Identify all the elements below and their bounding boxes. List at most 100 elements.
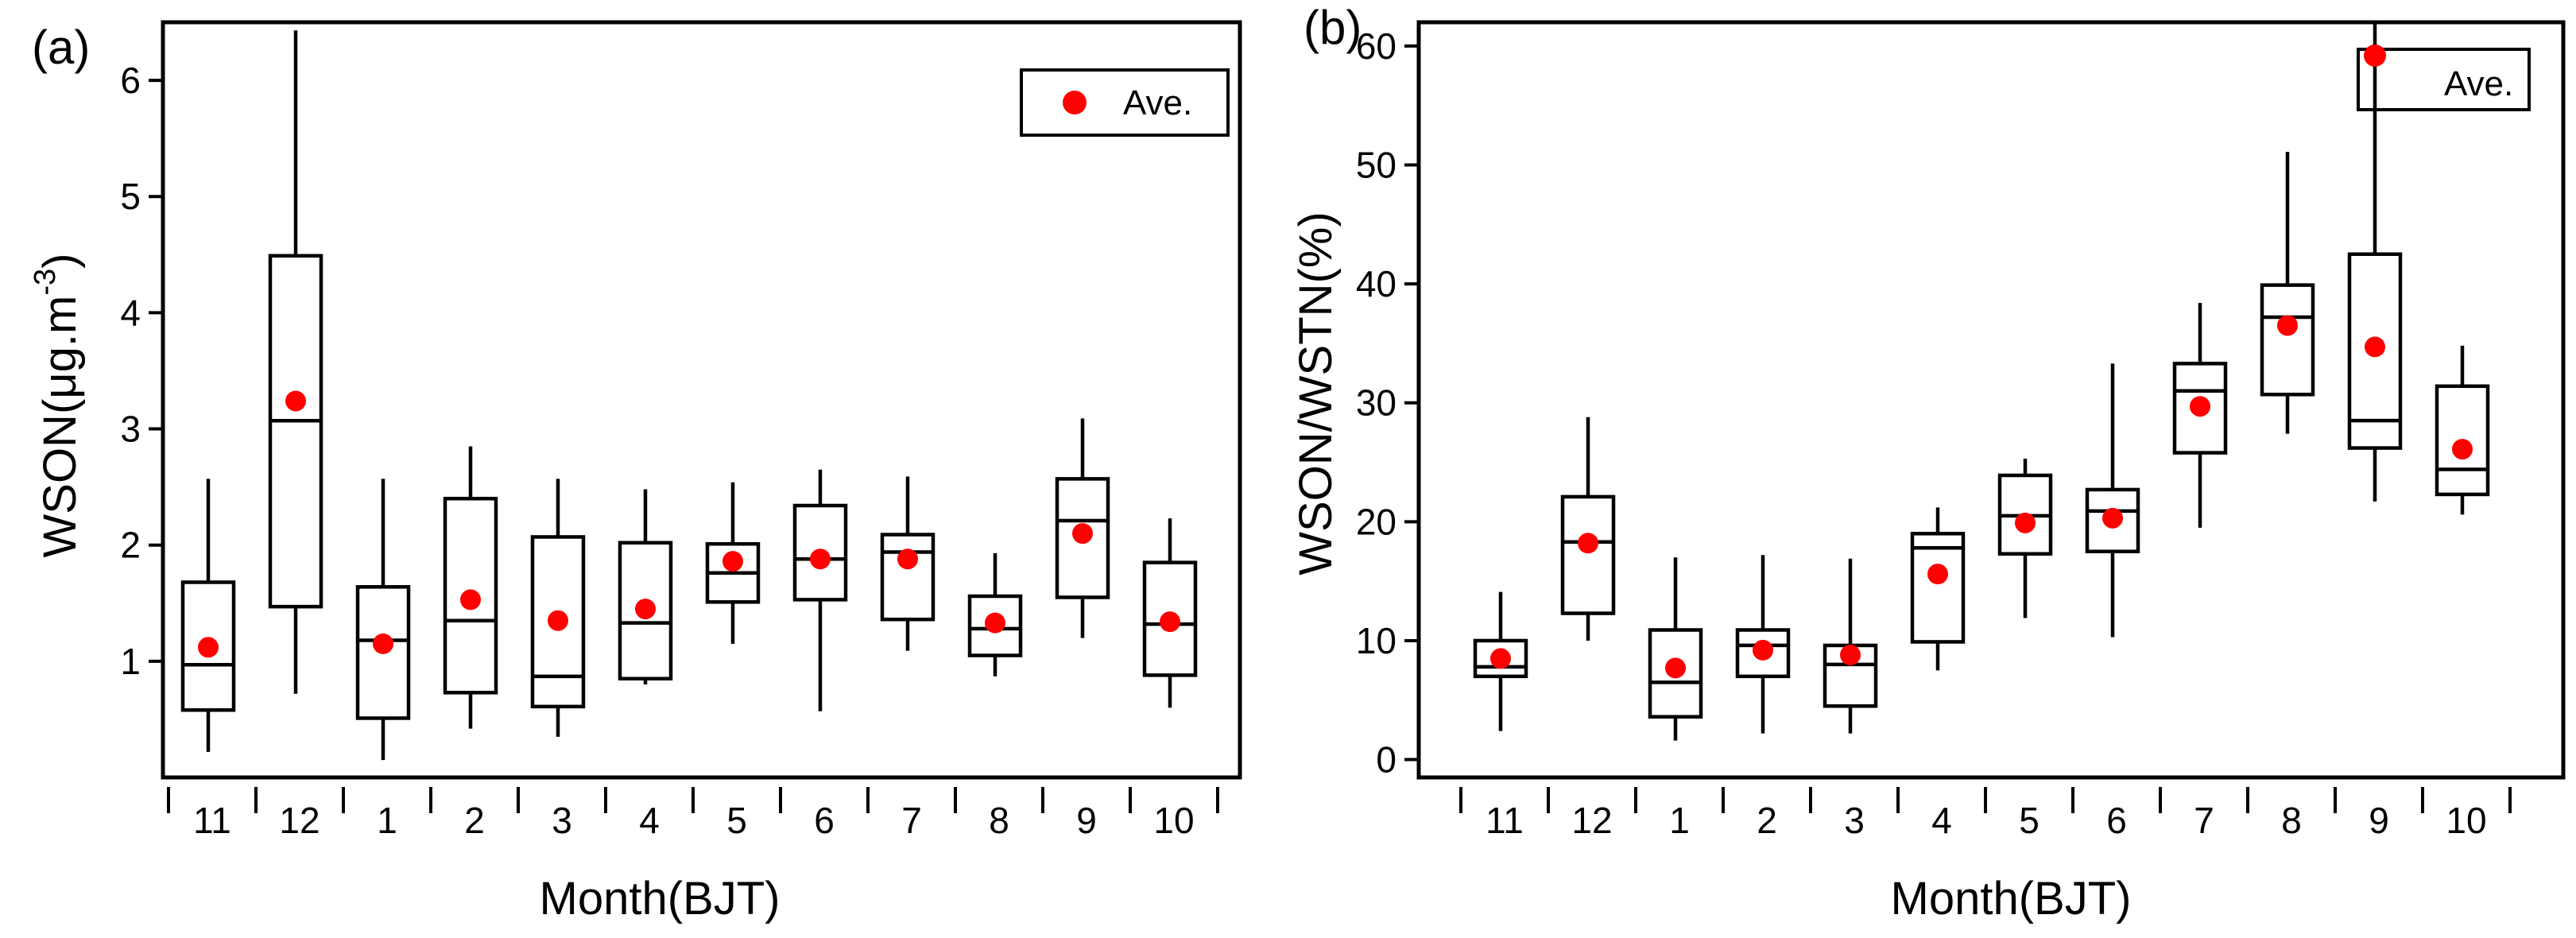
panel-b-x-tick-label: 4 — [1931, 800, 1952, 841]
panel-b-box-1 — [1648, 557, 1703, 741]
mean-marker — [897, 548, 918, 570]
iqr-box — [1648, 628, 1703, 719]
mean-marker — [1578, 533, 1598, 554]
panel-a-box-4 — [618, 489, 673, 685]
panel-b-box-chart: (b) WSON/WSTN(%) Month(BJT) Ave. 0 10 20 30… — [1290, 1, 2566, 924]
panel-a-legend: Ave. — [1020, 68, 1230, 137]
panel-b-x-tick-label: 3 — [1844, 800, 1865, 841]
panel-a-x-tick-label: 4 — [639, 800, 660, 841]
panel-b-x-tick-label: 8 — [2281, 800, 2302, 841]
panel-b-y-tick-label: 10 — [1356, 620, 1396, 661]
panel-a-x-tick-label: 1 — [377, 800, 397, 841]
iqr-box — [618, 541, 673, 681]
panel-a-legend-frame — [1020, 68, 1230, 137]
panel-a-box-6 — [792, 469, 848, 711]
mean-marker — [373, 633, 393, 654]
iqr-box — [180, 580, 236, 712]
panel-b-y-tick-label: 60 — [1356, 25, 1396, 67]
panel-b-box-12 — [1560, 417, 1616, 641]
svg-text:WSON(μg.m-3): WSON(μg.m-3) — [29, 254, 86, 558]
panel-b-x-tick-label: 5 — [2019, 800, 2039, 841]
mean-marker — [1840, 644, 1861, 665]
mean-marker — [2365, 336, 2385, 358]
mean-marker — [198, 637, 219, 658]
mean-marker — [2102, 507, 2123, 529]
iqr-box — [1055, 477, 1110, 599]
panel-b-y-tick-label: 50 — [1356, 145, 1396, 186]
panel-a-legend-label: Ave. — [1123, 83, 1192, 122]
panel-a-y-tick-label: 4 — [120, 292, 141, 333]
iqr-box — [792, 503, 848, 602]
panel-a-y-tick-label: 2 — [120, 525, 141, 566]
iqr-box — [2172, 362, 2228, 455]
mean-marker — [1490, 648, 1511, 669]
panel-a-box-7 — [880, 476, 935, 651]
mean-marker — [2015, 512, 2036, 533]
panel-a-x-tick-label: 6 — [814, 800, 835, 841]
panel-b-x-tick-label: 2 — [1757, 800, 1777, 841]
mean-marker — [460, 589, 481, 610]
iqr-box — [1910, 532, 1966, 644]
panel-b-x-axis-label: Month(BJT) — [1891, 873, 2132, 924]
iqr-box — [1735, 628, 1791, 679]
mean-marker — [548, 610, 568, 631]
iqr-box — [443, 496, 498, 695]
mean-marker — [722, 551, 743, 572]
panel-a-x-tick-label: 3 — [552, 800, 572, 841]
panel-a-y-axis-label-superscript: -3 — [29, 269, 62, 296]
panel-a-y-tick-label: 3 — [120, 409, 141, 450]
iqr-box — [1473, 638, 1528, 679]
panel-b-y-tick-label: 40 — [1356, 263, 1396, 304]
panel-b-y-tick-label: 20 — [1356, 501, 1396, 542]
mean-marker — [1160, 611, 1180, 633]
iqr-box — [2260, 283, 2315, 397]
panel-b-legend-frame — [2357, 48, 2531, 111]
mean-marker — [285, 390, 306, 412]
panel-b-y-tick-label: 0 — [1376, 739, 1396, 781]
panel-b-extra-marker — [2364, 44, 2386, 67]
mean-marker — [985, 612, 1005, 634]
iqr-box — [355, 585, 411, 720]
mean-marker — [1753, 639, 1773, 661]
panel-b-box-4 — [1910, 507, 1966, 671]
panel-a-y-axis-label: WSON(μg.m-3) — [29, 254, 86, 558]
panel-a-y-axis-label-close: ) — [34, 254, 86, 269]
panel-a-plot-frame — [161, 20, 1242, 780]
panel-b-y-axis-label: WSON/WSTN(%) — [1290, 211, 1342, 576]
panel-b-box-8 — [2260, 152, 2315, 434]
iqr-box — [268, 254, 323, 609]
panel-b-x-tick-label: 1 — [1669, 800, 1690, 841]
iqr-box — [967, 594, 1023, 657]
panel-b-box-11 — [1473, 591, 1528, 731]
panel-a-x-tick-label: 5 — [726, 800, 747, 841]
panel-b-x-tick-label: 7 — [2194, 800, 2214, 841]
panel-a-box-3 — [530, 479, 586, 737]
panel-b-box-9 — [2347, 22, 2403, 502]
panel-b-x-tick-label: 12 — [1571, 800, 1612, 841]
panel-a-x-tick-label: 8 — [989, 800, 1009, 841]
panel-b-x-tick-label: 11 — [1486, 800, 1524, 841]
panel-b-y-tick-label: 30 — [1356, 382, 1396, 424]
panel-b-box-10 — [2435, 345, 2490, 515]
panel-b-box-3 — [1823, 558, 1878, 734]
panel-b-x-tick-label: 10 — [2446, 800, 2486, 841]
iqr-box — [1142, 560, 1198, 677]
panel-a-legend-marker — [1063, 91, 1087, 114]
iqr-box — [530, 535, 586, 709]
panel-a-box-8 — [967, 552, 1023, 676]
panel-a-x-tick-label: 9 — [1076, 800, 1097, 841]
panel-a-x-axis-label: Month(BJT) — [540, 873, 781, 924]
panel-a-box-9 — [1055, 418, 1110, 638]
iqr-box — [880, 533, 935, 622]
panel-a-box-2 — [443, 446, 498, 729]
panel-a-y-tick-label: 6 — [120, 60, 141, 101]
panel-a-box-11 — [180, 479, 236, 752]
panel-a-label: (a) — [32, 21, 90, 74]
iqr-box — [1560, 494, 1616, 615]
iqr-box — [2435, 384, 2490, 497]
panel-a-x-tick-label: 10 — [1153, 800, 1194, 841]
iqr-box — [2347, 252, 2403, 450]
panel-a-box-5 — [705, 482, 761, 644]
panel-a-box-10 — [1142, 518, 1198, 708]
